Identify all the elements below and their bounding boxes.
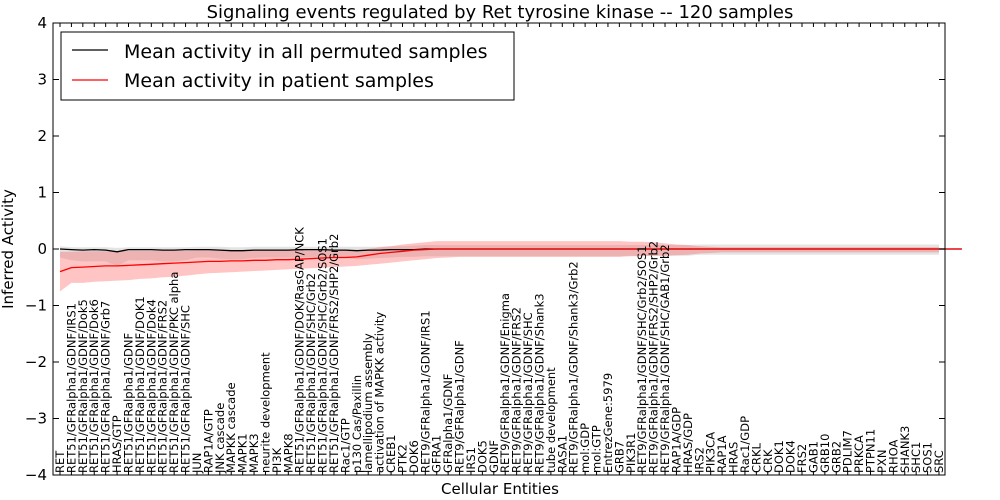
x-tick-label: p130 Cas/Paxillin bbox=[350, 375, 364, 473]
x-tick-label: DOK1 bbox=[772, 440, 786, 473]
x-tick-label: activation of MAPKK activity bbox=[373, 312, 387, 473]
x-tick-label: Rac1/GDP bbox=[738, 416, 752, 473]
x-tick-label: CREB1 bbox=[384, 435, 398, 474]
x-tick-label: tube development bbox=[544, 367, 558, 473]
x-tick-label: RET9/GFRalpha1/GDNF/SHC/Grb2/SOS1 bbox=[635, 245, 649, 473]
x-tick-label: RASA1 bbox=[555, 435, 569, 473]
x-tick-label: IRS2 bbox=[692, 447, 706, 473]
x-tick-label: RAP1A bbox=[715, 435, 729, 473]
x-tick-label: mol:GDP bbox=[578, 423, 592, 473]
x-tick-label: HRAS/GDP bbox=[681, 413, 695, 473]
x-tick-label: RET51/GFRalpha1/GDNF/SHC bbox=[179, 305, 193, 473]
x-tick-label: PI3K bbox=[270, 447, 284, 473]
x-tick-label: RET51/GFRalpha1/GDNF/SHC/Grb2/SOS1 bbox=[316, 238, 330, 473]
x-tick-label: CRKL bbox=[749, 442, 763, 473]
y-tick-label: −1 bbox=[25, 297, 47, 315]
x-tick-label: SOS1 bbox=[921, 442, 935, 473]
x-tick-label: MAPKK cascade bbox=[224, 382, 238, 473]
x-tick-label: RET51/GFRalpha1/GDNF/FRS2 bbox=[156, 300, 170, 473]
x-tick-label: PXN bbox=[875, 450, 889, 473]
x-tick-label: RET51/GFRalpha1/GDNF/Dok5 bbox=[76, 299, 90, 473]
x-tick-label: RET51/GFRalpha1/GDNF/Dok6 bbox=[87, 299, 101, 473]
x-tick-label: RET9/GFRalpha1/GDNF/Shank3/Grb2 bbox=[567, 261, 581, 473]
x-tick-label: GFRalpha1/GDNF bbox=[441, 374, 455, 473]
x-tick-label: RET51/GFRalpha1/GDNF/FRS2/SHP2/Grb2 bbox=[327, 234, 341, 473]
x-tick-label: PDLIM7 bbox=[841, 430, 855, 473]
x-tick-label: EntrezGene:5979 bbox=[601, 373, 615, 473]
x-tick-label: MAPK3 bbox=[247, 433, 261, 473]
x-tick-label: JUN bbox=[190, 453, 204, 474]
x-tick-label: FRS2 bbox=[795, 444, 809, 473]
x-tick-label: PTK2 bbox=[396, 444, 410, 473]
x-tick-label: Rac1/GTP bbox=[338, 418, 352, 473]
x-tick-label: lamellipodium assembly bbox=[361, 333, 375, 473]
x-tick-label: GAB1 bbox=[806, 441, 820, 473]
x-tick-label: RET9/GFRalpha1/GDNF/SHC bbox=[521, 312, 535, 473]
x-tick-label: neurite development bbox=[259, 352, 273, 473]
x-tick-label: RET51/GFRalpha1/GDNF/IRS1 bbox=[64, 303, 78, 473]
x-tick-label: PRKCA bbox=[852, 435, 866, 473]
x-tick-label: DOK4 bbox=[784, 440, 798, 473]
x-tick-label: RET51/GFRalpha1/GDNF/SHC/Grb2 bbox=[304, 273, 318, 473]
x-tick-label: RHOA bbox=[886, 440, 900, 473]
x-tick-label: RET51/GFRalpha1/GDNF/PKC alpha bbox=[167, 272, 181, 473]
x-tick-label: GFRA1 bbox=[430, 435, 444, 473]
x-tick-label: DOK6 bbox=[407, 440, 421, 473]
x-tick-label: RET9/GFRalpha1/GDNF/Shank3 bbox=[533, 293, 547, 473]
legend-entry-permuted: Mean activity in all permuted samples bbox=[124, 41, 487, 63]
y-axis-label: Inferred Activity bbox=[0, 189, 17, 309]
x-tick-label: GRB2 bbox=[829, 441, 843, 473]
x-tick-label: RET bbox=[53, 450, 67, 473]
legend-box bbox=[60, 31, 515, 101]
x-tick-label: GRB7 bbox=[612, 441, 626, 473]
legend-entry-patient: Mean activity in patient samples bbox=[124, 70, 434, 92]
x-tick-label: SHC1 bbox=[909, 442, 923, 473]
x-tick-label: DOK5 bbox=[475, 440, 489, 473]
y-tick-label: 4 bbox=[37, 14, 47, 32]
x-tick-label: mol:GTP bbox=[590, 425, 604, 473]
x-tick-label: SHANK3 bbox=[898, 426, 912, 473]
x-tick-label: RET9/GFRalpha1/GDNF/Enigma bbox=[498, 293, 512, 473]
y-tick-label: −2 bbox=[25, 353, 47, 371]
y-tick-label: −3 bbox=[25, 410, 47, 428]
x-tick-label: RET51/GFRalpha1/GDNF bbox=[122, 333, 136, 473]
y-tick-label: 3 bbox=[37, 71, 47, 89]
x-tick-label: SRC bbox=[932, 450, 946, 473]
y-tick-label: −4 bbox=[25, 466, 47, 484]
x-tick-label: RET9/GFRalpha1/GDNF/SHC/GAB1/Grb2 bbox=[658, 244, 672, 473]
x-tick-label: RET9/GFRalpha1/GDNF/FRS2/SHP2/Grb2 bbox=[647, 241, 661, 473]
x-axis-label: Cellular Entities bbox=[441, 480, 559, 498]
band-patient bbox=[60, 241, 939, 292]
y-tick-label: 0 bbox=[37, 240, 47, 258]
x-tick-label: RET51/GFRalpha1/GDNF/DOK/RasGAP/NCK bbox=[293, 227, 307, 473]
x-tick-label: RET51/GFRalpha1/GDNF/DOK1 bbox=[133, 296, 147, 473]
chart-title: Signaling events regulated by Ret tyrosi… bbox=[207, 2, 794, 23]
x-tick-label: PTPN11 bbox=[864, 429, 878, 473]
x-tick-label: RET9/GFRalpha1/GDNF/FRS2 bbox=[510, 307, 524, 473]
x-tick-label: GDNF bbox=[487, 440, 501, 473]
y-tick-label: 1 bbox=[37, 184, 47, 202]
line-patient bbox=[59, 248, 962, 273]
x-tick-label: RET51/GFRalpha1/GDNF/Dok4 bbox=[144, 299, 158, 473]
x-tick-label: RAP1A/GDP bbox=[669, 407, 683, 473]
x-tick-label: RET9/GFRalpha1/GDNF/IRS1 bbox=[418, 310, 432, 473]
x-tick-label: MAPK1 bbox=[236, 433, 250, 473]
x-tick-label: JNK cascade bbox=[213, 403, 227, 474]
x-tick-label: GRB10 bbox=[818, 434, 832, 473]
x-tick-label: IRS1 bbox=[464, 447, 478, 473]
x-tick-label: PIK3R1 bbox=[624, 433, 638, 474]
x-tick-label: RET9/GFRalpha1/GDNF bbox=[453, 340, 467, 473]
x-tick-label: CRK bbox=[761, 449, 775, 473]
x-tick-label: RAP1A/GTP bbox=[201, 409, 215, 473]
legend: Mean activity in all permuted samples Me… bbox=[60, 31, 515, 101]
x-tick-label: HRAS bbox=[727, 442, 741, 473]
x-tick-label: RET51/GFRalpha1/GDNF/Grb7 bbox=[99, 301, 113, 473]
y-tick-label: 2 bbox=[37, 127, 47, 145]
x-tick-label: PIK3CA bbox=[704, 432, 718, 473]
x-tick-label: HRAS/GTP bbox=[110, 415, 124, 473]
x-tick-label: MAPK8 bbox=[281, 433, 295, 473]
